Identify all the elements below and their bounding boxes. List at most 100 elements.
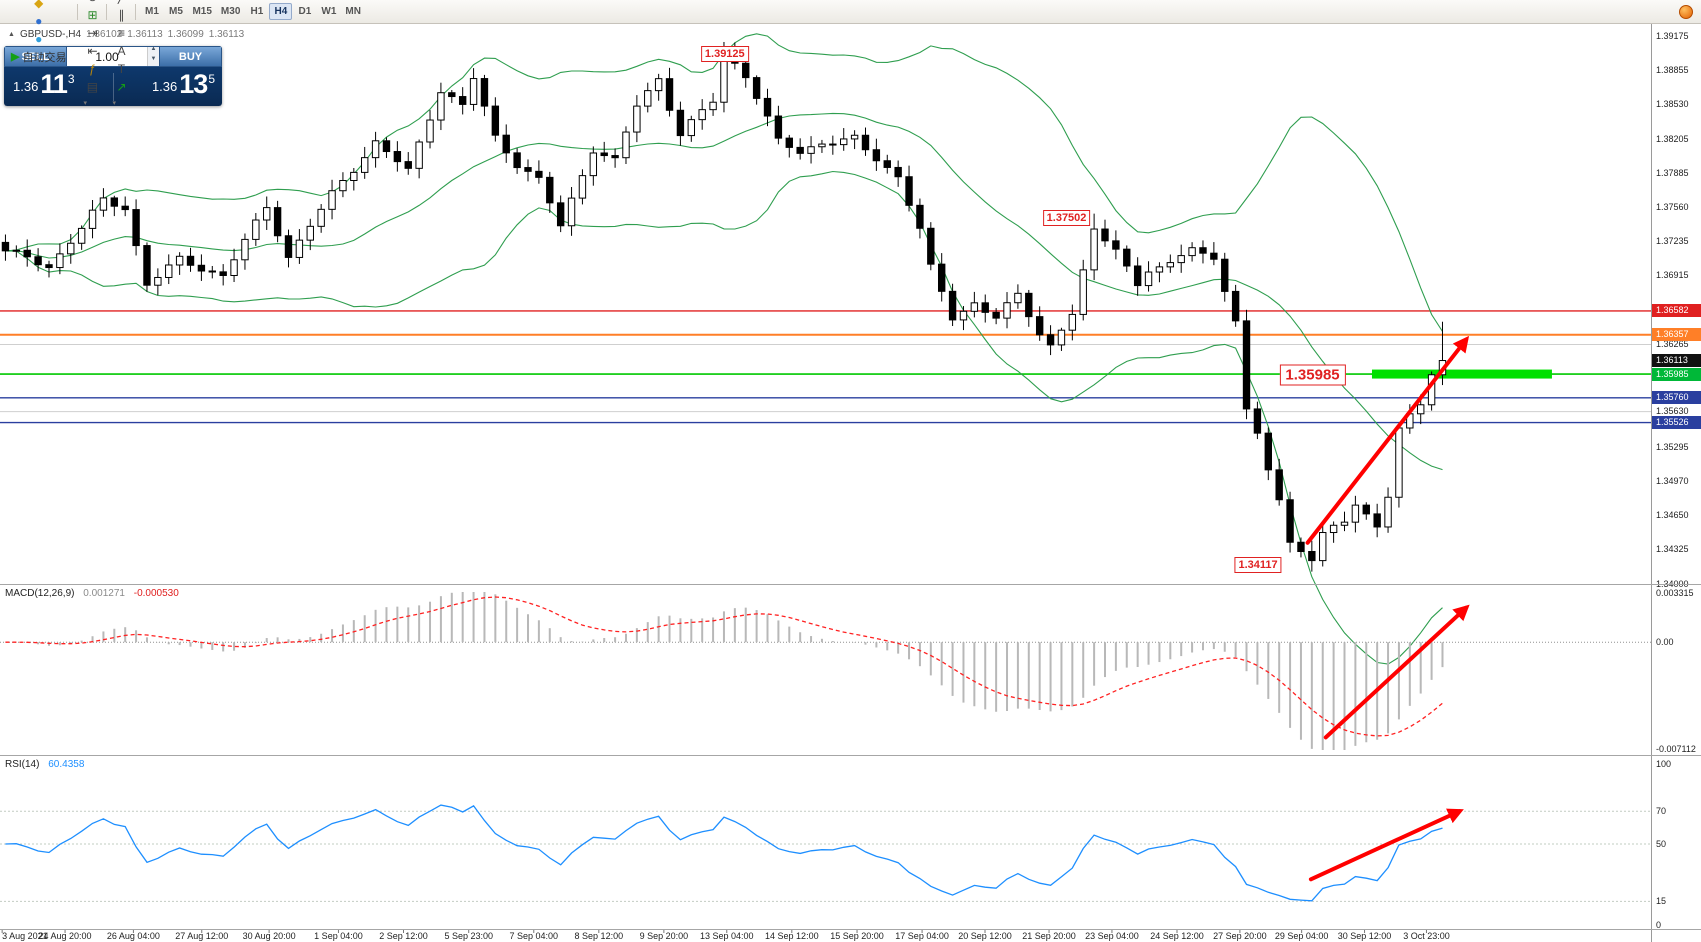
sell-price-sup: 3 <box>67 72 75 86</box>
auto-scroll-icon[interactable]: ⇥ <box>87 25 98 40</box>
rsi-scale-min: 0 <box>1656 919 1662 930</box>
macd-scale-min: -0.007112 <box>1656 743 1696 754</box>
text-icon[interactable]: A <box>117 43 126 58</box>
fibonacci-icon[interactable]: ≡ <box>117 25 125 40</box>
time-axis-label: 21 Sep 20:00 <box>1022 931 1076 941</box>
level-lines <box>0 310 1651 424</box>
timeframe-group: M1 M5 M15 M30 H1 H4 D1 W1 MN <box>140 3 364 20</box>
equidistant-channel-icon[interactable]: ∥ <box>118 7 125 22</box>
time-axis[interactable]: 3 Aug 2021 24 Aug 20:00 26 Aug 04:00 27 Aug… <box>0 930 1660 942</box>
rsi-label-row: RSI(14) 60.4358 <box>5 759 84 770</box>
rsi-trend-arrow[interactable] <box>1308 808 1464 882</box>
buy-button[interactable]: BUY <box>159 46 222 67</box>
sell-price[interactable]: 1.36 11 3 <box>4 71 113 102</box>
time-axis-label: 14 Sep 12:00 <box>765 931 819 941</box>
macd-signal-value: -0.000530 <box>133 588 179 599</box>
ohlc-open: 1.36102 <box>86 29 123 40</box>
time-axis-label: 27 Sep 20:00 <box>1213 931 1267 941</box>
text-label-icon[interactable]: T <box>117 61 126 76</box>
timeframe-button-H4[interactable]: H4 <box>269 3 293 20</box>
ohlc-high: 1.36113 <box>127 29 163 40</box>
sell-price-big: 11 <box>40 69 68 99</box>
symbol-marker-icon: ▲ <box>8 31 15 38</box>
green-zone-rect <box>1371 369 1552 379</box>
balance-icon[interactable]: ● <box>35 13 43 28</box>
timeframe-button-H1[interactable]: H1 <box>250 6 264 17</box>
candles <box>1 41 1447 572</box>
price-level-tag: 1.36582 <box>1652 304 1701 318</box>
rsi-scale-level: 70 <box>1656 805 1667 816</box>
price-tick: 1.34325 <box>1656 544 1689 555</box>
toolbar: ▦＋新订单◆●●▶自动交易 ║▮≈⊕⊖⊞⇥⇤ƒ▤▾ ↖╋│─╱∥≡AT↗▾ M1… <box>0 0 1701 107</box>
bb-lower <box>5 170 1443 665</box>
lot-size-input[interactable] <box>67 47 147 66</box>
rsi-line <box>5 804 1443 902</box>
timeframe-button-M15[interactable]: M15 <box>192 6 212 17</box>
notification-icon[interactable] <box>1679 4 1693 19</box>
price-callout-1.35985[interactable]: 1.35985 <box>1279 364 1346 386</box>
time-axis-label: 5 Sep 23:00 <box>444 931 493 941</box>
time-axis-label: 24 Aug 20:00 <box>38 931 92 941</box>
price-level-tag: 1.35526 <box>1652 416 1701 430</box>
macd-trend-arrow[interactable] <box>1323 604 1470 740</box>
price-tick: 1.37560 <box>1656 201 1689 212</box>
time-axis-label: 24 Sep 12:00 <box>1150 931 1204 941</box>
price-tick: 1.36265 <box>1656 338 1689 349</box>
symbol-title: GBPUSD-,H4 <box>19 29 82 40</box>
price-level-tag: 1.36357 <box>1652 328 1701 342</box>
globe-icon[interactable]: ● <box>35 31 43 46</box>
pane-separator[interactable] <box>0 584 1701 585</box>
time-axis-label: 2 Sep 12:00 <box>379 931 428 941</box>
timeframe-button-D1[interactable]: D1 <box>298 6 312 17</box>
rsi-scale-level: 15 <box>1656 895 1667 906</box>
timeframe-button-M30[interactable]: M30 <box>220 6 241 17</box>
buy-price-sup: 5 <box>208 72 215 86</box>
buy-price[interactable]: 1.36 13 5 <box>114 71 223 102</box>
coins-icon[interactable]: ◆ <box>34 0 44 10</box>
timeframe-button-M1[interactable]: M1 <box>145 6 159 17</box>
price-tick: 1.38205 <box>1656 133 1689 144</box>
time-axis-label: 30 Sep 12:00 <box>1337 931 1392 941</box>
price-divider <box>112 72 114 101</box>
price-tick: 1.38855 <box>1656 65 1689 76</box>
autotrading-button-label: 自动交易 <box>22 51 67 64</box>
price-callout-1.39125[interactable]: 1.39125 <box>700 46 749 63</box>
rsi-value: 60.4358 <box>48 759 85 770</box>
timeframe-button-MN[interactable]: MN <box>345 6 361 17</box>
arrows-icon[interactable]: ↗ <box>116 79 127 94</box>
price-callout-1.37502[interactable]: 1.37502 <box>1042 210 1091 227</box>
ohlc-low: 1.36099 <box>167 29 204 40</box>
price-tick: 1.36915 <box>1656 270 1689 281</box>
time-axis-label: 20 Sep 12:00 <box>958 931 1012 941</box>
tile-windows-icon[interactable]: ⊞ <box>87 7 98 22</box>
main-trend-arrow[interactable] <box>1305 335 1470 545</box>
pane-separator[interactable] <box>0 755 1701 756</box>
arrows-icon-dropdown[interactable]: ▾ <box>112 99 116 107</box>
trendline-icon[interactable]: ╱ <box>111 0 131 6</box>
price-scale[interactable]: 1.39175 1.38855 1.38530 1.38205 1.37885 1.375… <box>1651 24 1701 942</box>
toolbar-separator <box>135 3 137 20</box>
chart-shift-icon[interactable]: ⇤ <box>87 43 98 58</box>
zoom-out-icon[interactable]: ⊖ <box>82 0 102 6</box>
timeframe-button-W1[interactable]: W1 <box>321 6 337 17</box>
time-axis-label: 15 Sep 20:00 <box>830 931 884 941</box>
sell-price-prefix: 1.36 <box>13 79 39 94</box>
price-tick: 1.38530 <box>1656 99 1689 110</box>
time-axis-label: 17 Sep 04:00 <box>895 931 949 941</box>
buy-price-big: 13 <box>179 69 208 99</box>
time-axis-label: 3 Aug 2021 <box>2 931 48 941</box>
time-axis-label: 26 Aug 04:00 <box>106 931 160 941</box>
templates-icon[interactable]: ▤ <box>86 79 99 94</box>
sell-button[interactable]: SELL <box>4 46 67 67</box>
price-callout-1.34117[interactable]: 1.34117 <box>1234 556 1282 573</box>
lot-stepper[interactable]: ▲ ▼ <box>147 46 159 66</box>
macd-main-value: 0.001271 <box>83 588 125 599</box>
indicators-icon[interactable]: ƒ <box>89 61 96 76</box>
autotrading-button[interactable]: ▶ 自动交易 <box>4 48 73 66</box>
macd-scale-max: 0.003315 <box>1656 587 1694 598</box>
price-tick: 1.35295 <box>1656 441 1689 452</box>
timeframe-button-M5[interactable]: M5 <box>169 6 183 17</box>
templates-icon-dropdown[interactable]: ▾ <box>83 99 87 107</box>
